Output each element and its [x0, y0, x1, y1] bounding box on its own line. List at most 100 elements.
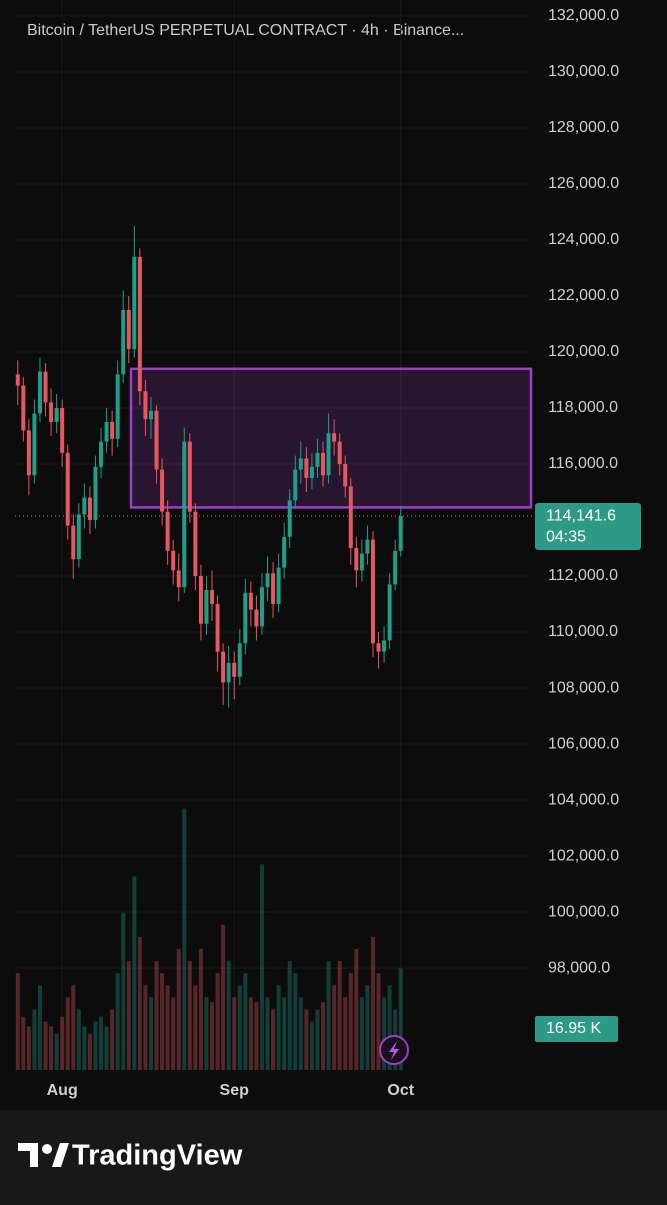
- y-tick-label: 130,000.0: [548, 63, 619, 80]
- volume-bar: [187, 961, 192, 1070]
- y-tick-label: 124,000.0: [548, 231, 619, 248]
- candle-body: [132, 256, 137, 350]
- candle-body: [60, 408, 65, 453]
- candle-body: [370, 539, 375, 644]
- volume-bar: [259, 864, 264, 1070]
- volume-bar: [354, 949, 359, 1070]
- volume-bar: [276, 985, 281, 1070]
- icon-button[interactable]: [379, 1035, 409, 1065]
- volume-bar: [115, 973, 120, 1070]
- volume-bar: [110, 1009, 115, 1070]
- volume-bar: [298, 997, 303, 1070]
- candle-body: [387, 584, 392, 641]
- candle-body: [221, 651, 226, 683]
- volume-bar: [160, 973, 165, 1070]
- candle-body: [115, 374, 120, 439]
- candle-body: [265, 573, 270, 588]
- volume-bar: [126, 961, 131, 1070]
- volume-bar: [93, 1021, 98, 1070]
- volume-bar: [176, 949, 181, 1070]
- candle-body: [276, 567, 281, 605]
- volume-bar: [226, 961, 231, 1070]
- volume-bar: [137, 936, 142, 1070]
- y-tick-label: 110,000.0: [548, 623, 618, 640]
- footer-logo: [18, 1143, 69, 1167]
- y-tick-label: 132,000.0: [548, 7, 619, 24]
- volume-bar: [398, 968, 403, 1070]
- volume-label-box: [535, 1015, 618, 1042]
- candle-body: [193, 511, 198, 577]
- volume-bar: [104, 1026, 109, 1070]
- volume-bar: [132, 876, 137, 1070]
- candle-body: [93, 466, 98, 521]
- volume-bar: [337, 961, 342, 1070]
- candle-body: [343, 464, 348, 487]
- volume-bar: [315, 1009, 320, 1070]
- y-tick-label: 98,000.0: [548, 959, 610, 976]
- volume-bar: [348, 973, 353, 1070]
- candle-body: [282, 536, 287, 568]
- volume-bar: [365, 985, 370, 1070]
- footer-brand: TradingView: [72, 1140, 243, 1172]
- volume-bar: [60, 1016, 65, 1070]
- volume-bar: [99, 1016, 104, 1070]
- y-tick-label: 128,000.0: [548, 119, 619, 136]
- volume-bar: [370, 936, 375, 1070]
- candle-body: [110, 422, 115, 439]
- candle-body: [309, 466, 314, 479]
- candle-body: [82, 497, 87, 515]
- candle-body: [148, 410, 153, 420]
- candle-body: [398, 516, 403, 551]
- y-tick-label: 120,000.0: [548, 343, 619, 360]
- volume-bar: [204, 997, 209, 1070]
- y-tick-label: 104,000.0: [548, 791, 619, 808]
- zone: [129, 367, 533, 509]
- candle-body: [143, 391, 148, 420]
- volume-bar: [54, 1033, 59, 1070]
- volume-bar: [26, 1026, 31, 1070]
- candle-body: [271, 573, 276, 605]
- candle-body: [171, 550, 176, 571]
- volume-bar: [359, 997, 364, 1070]
- x-tick-label: Oct: [387, 1082, 414, 1099]
- candle-body: [99, 441, 104, 467]
- volume-bar: [182, 808, 187, 1070]
- volume-bar: [210, 1002, 215, 1070]
- volume-bar: [21, 1016, 26, 1070]
- candle-body: [237, 643, 242, 677]
- candle-body: [154, 410, 159, 470]
- candle-body: [26, 430, 31, 476]
- volume-bar: [65, 997, 70, 1070]
- volume-bar: [193, 985, 198, 1070]
- candle-body: [87, 497, 92, 521]
- y-tick-label: 102,000.0: [548, 847, 619, 864]
- candle-body: [182, 441, 187, 588]
- candle-body: [160, 469, 165, 512]
- volume-label: 16.95 K: [546, 1020, 601, 1037]
- volume-bar: [148, 997, 153, 1070]
- candle-body: [198, 576, 203, 624]
- volume-bar: [326, 961, 331, 1070]
- volume-bar: [215, 973, 220, 1070]
- volume-bar: [293, 973, 298, 1070]
- candle-body: [332, 433, 337, 442]
- candle-body: [248, 592, 253, 610]
- candle-body: [126, 309, 131, 350]
- candle-body: [354, 548, 359, 571]
- candle-body: [287, 500, 292, 537]
- volume-bar: [287, 961, 292, 1070]
- candle-body: [359, 553, 364, 571]
- volume-bar: [237, 985, 242, 1070]
- volume-bar: [37, 985, 42, 1070]
- y-tick-label: 108,000.0: [548, 679, 619, 696]
- volume-bar: [165, 985, 170, 1070]
- y-tick-label: 116,000.0: [548, 455, 618, 472]
- volume-bar: [198, 949, 203, 1070]
- candle-body: [226, 662, 231, 683]
- candle-body: [321, 452, 326, 476]
- candle-body: [259, 587, 264, 627]
- candle-body: [337, 441, 342, 465]
- candle-body: [204, 590, 209, 624]
- volume-bar: [71, 985, 76, 1070]
